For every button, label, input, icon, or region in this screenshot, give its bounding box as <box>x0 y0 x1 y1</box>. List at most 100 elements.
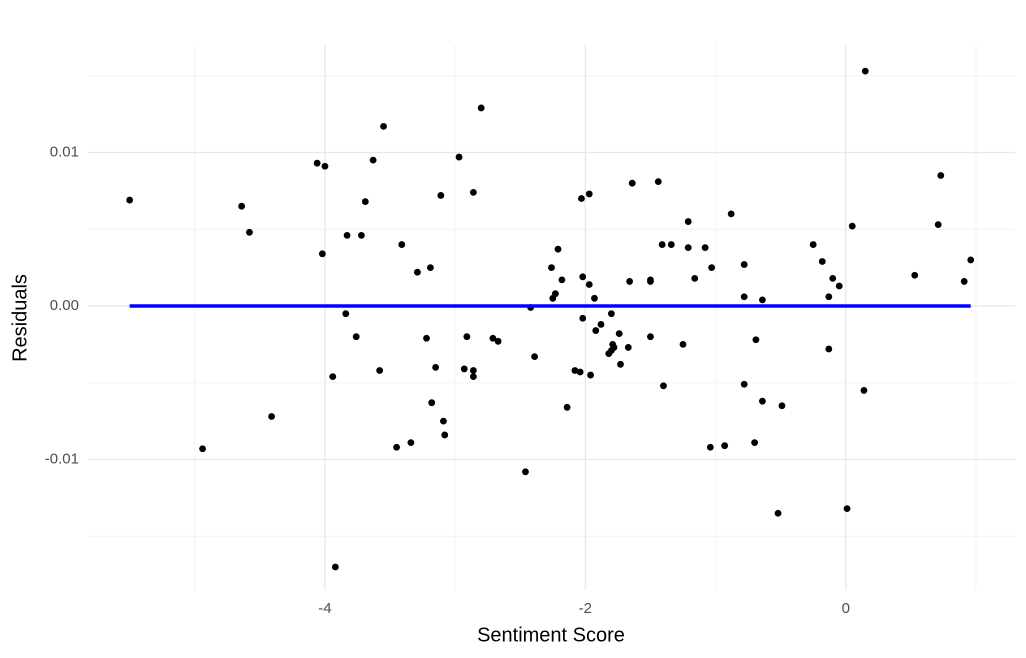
point <box>843 505 851 513</box>
point <box>477 104 485 112</box>
point <box>579 314 587 322</box>
point <box>587 371 594 379</box>
point <box>358 231 365 239</box>
x-axis-title: Sentiment Score <box>477 624 625 646</box>
point <box>835 282 843 290</box>
point <box>759 397 766 405</box>
point <box>701 244 709 252</box>
point <box>554 245 562 253</box>
point <box>380 122 387 130</box>
point <box>199 445 206 453</box>
point <box>531 353 538 361</box>
point <box>460 365 468 373</box>
point <box>610 344 618 351</box>
point <box>432 363 440 371</box>
point <box>934 221 942 229</box>
point <box>778 402 786 410</box>
point <box>494 337 502 345</box>
point <box>571 367 579 374</box>
point <box>809 241 817 248</box>
point <box>626 278 634 285</box>
y-tick-label: 0.00 <box>50 297 79 314</box>
point <box>860 387 868 394</box>
point <box>440 417 447 425</box>
x-tick-label: -4 <box>318 600 331 617</box>
point <box>268 413 275 420</box>
point <box>740 261 748 268</box>
point <box>628 179 636 187</box>
point <box>376 367 384 374</box>
point <box>740 380 748 388</box>
point <box>469 367 477 374</box>
point <box>667 241 675 248</box>
point <box>437 192 445 199</box>
y-axis-title: Residuals <box>9 274 31 362</box>
point <box>654 178 662 186</box>
point <box>413 268 421 276</box>
point <box>342 310 350 318</box>
point <box>441 431 449 439</box>
point <box>369 156 377 164</box>
point <box>607 310 615 318</box>
y-tick-label: 0.01 <box>50 143 79 160</box>
point <box>679 340 687 348</box>
point <box>848 222 856 230</box>
point <box>751 439 759 447</box>
point <box>423 334 430 342</box>
point <box>563 403 571 411</box>
point <box>578 195 585 202</box>
point <box>624 344 632 351</box>
point <box>825 293 833 301</box>
point <box>343 231 351 239</box>
point <box>313 159 321 167</box>
point <box>576 368 584 376</box>
point <box>727 210 735 218</box>
point <box>126 196 134 204</box>
point <box>911 271 919 279</box>
point <box>647 333 654 341</box>
point <box>684 218 692 225</box>
point <box>352 333 360 341</box>
point <box>318 250 326 258</box>
point <box>597 321 605 328</box>
point <box>238 202 246 210</box>
point <box>759 296 766 304</box>
point <box>428 399 436 407</box>
point <box>548 264 555 272</box>
point <box>660 382 667 390</box>
point <box>398 241 406 248</box>
point <box>407 439 415 447</box>
point <box>585 281 593 288</box>
point <box>818 258 826 265</box>
point <box>825 345 833 353</box>
point <box>393 443 400 451</box>
point <box>246 228 253 236</box>
point <box>960 278 968 285</box>
point <box>691 274 699 282</box>
point <box>455 153 463 161</box>
point <box>329 373 337 381</box>
point <box>708 264 716 272</box>
point <box>861 67 869 75</box>
point <box>774 509 782 517</box>
point <box>489 334 497 342</box>
point <box>522 468 529 476</box>
point <box>740 293 748 301</box>
point <box>658 241 666 248</box>
point <box>615 330 623 338</box>
point <box>937 172 945 179</box>
point <box>427 264 434 272</box>
point <box>463 333 471 341</box>
point <box>617 360 624 368</box>
point <box>684 244 692 252</box>
point <box>331 563 339 571</box>
point <box>579 273 587 281</box>
point <box>829 274 837 282</box>
point <box>469 188 477 196</box>
point <box>552 290 559 298</box>
point <box>591 294 598 302</box>
point <box>585 190 593 198</box>
point <box>967 256 975 264</box>
